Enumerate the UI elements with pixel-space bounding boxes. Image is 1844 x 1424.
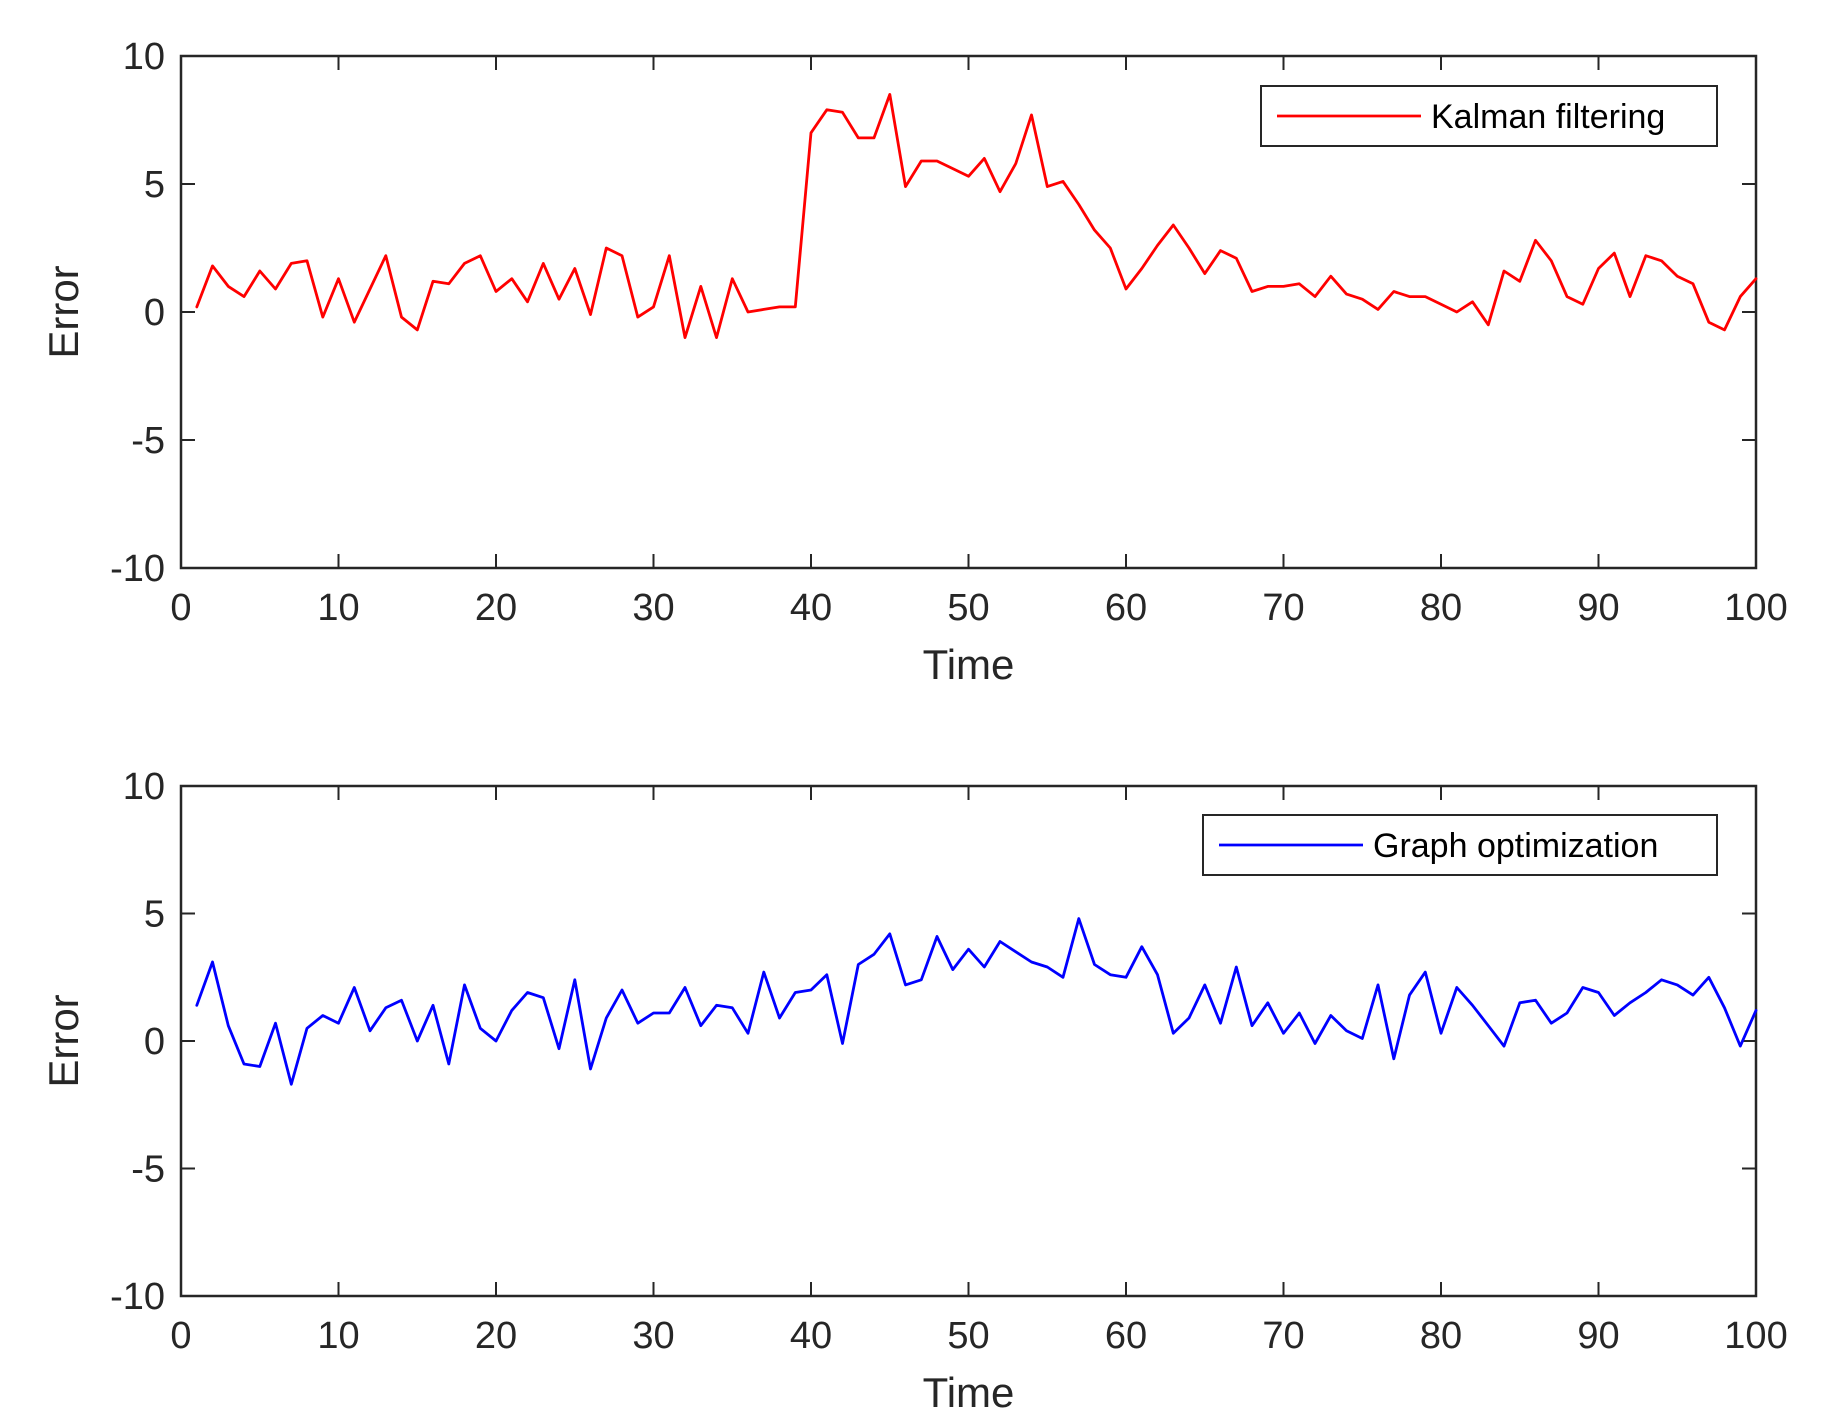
x-tick-label: 60 [1105, 587, 1147, 629]
x-tick-label: 10 [317, 587, 359, 629]
y-tick-label: 10 [123, 766, 165, 808]
x-axis-title: Time [923, 641, 1015, 688]
x-tick-label: 50 [947, 1315, 989, 1357]
x-tick-label: 80 [1420, 1315, 1462, 1357]
x-tick-label: 70 [1262, 1315, 1304, 1357]
x-tick-label: 90 [1577, 1315, 1619, 1357]
legend-label: Graph optimization [1373, 827, 1658, 865]
x-tick-label: 0 [170, 587, 191, 629]
x-tick-label: 80 [1420, 587, 1462, 629]
series-line-graph-optimization [195, 917, 1758, 1086]
x-axis-title: Time [923, 1369, 1015, 1416]
x-tick-label: 90 [1577, 587, 1619, 629]
y-tick-label: 5 [144, 164, 165, 206]
legend: Kalman filtering [1260, 85, 1718, 147]
chart-panel-2: 0 10 20 30 40 50 60 70 80 90 100 -10 -5 0 5 10 Time Error… [40, 766, 1788, 1416]
y-axis-title: Error [40, 994, 87, 1087]
y-tick-label: -10 [110, 548, 165, 590]
x-tick-label: 40 [790, 1315, 832, 1357]
legend-label: Kalman filtering [1431, 98, 1665, 136]
y-tick-label: -5 [131, 1149, 165, 1191]
x-tick-label: 60 [1105, 1315, 1147, 1357]
y-tick-label: 0 [144, 292, 165, 334]
chart-panel-1: 0 10 20 30 40 50 60 70 80 90 100 -10 -5 0 5 10 Time Error… [40, 36, 1788, 688]
y-tick-label: 5 [144, 894, 165, 936]
y-tick-label: -10 [110, 1276, 165, 1318]
x-tick-label: 100 [1724, 1315, 1787, 1357]
x-tick-label: 30 [632, 1315, 674, 1357]
x-tick-label: 40 [790, 587, 832, 629]
x-tick-label: 0 [170, 1315, 191, 1357]
x-tick-label: 50 [947, 587, 989, 629]
y-tick-label: -5 [131, 420, 165, 462]
x-tick-label: 10 [317, 1315, 359, 1357]
legend: Graph optimization [1202, 814, 1718, 876]
x-tick-label: 30 [632, 587, 674, 629]
x-tick-label: 20 [475, 1315, 517, 1357]
x-tick-label: 20 [475, 587, 517, 629]
y-tick-label: 0 [144, 1021, 165, 1063]
x-tick-label: 70 [1262, 587, 1304, 629]
y-tick-label: 10 [123, 36, 165, 78]
y-axis-title: Error [40, 265, 87, 358]
series-line-kalman-filtering [195, 93, 1758, 340]
x-tick-label: 100 [1724, 587, 1787, 629]
